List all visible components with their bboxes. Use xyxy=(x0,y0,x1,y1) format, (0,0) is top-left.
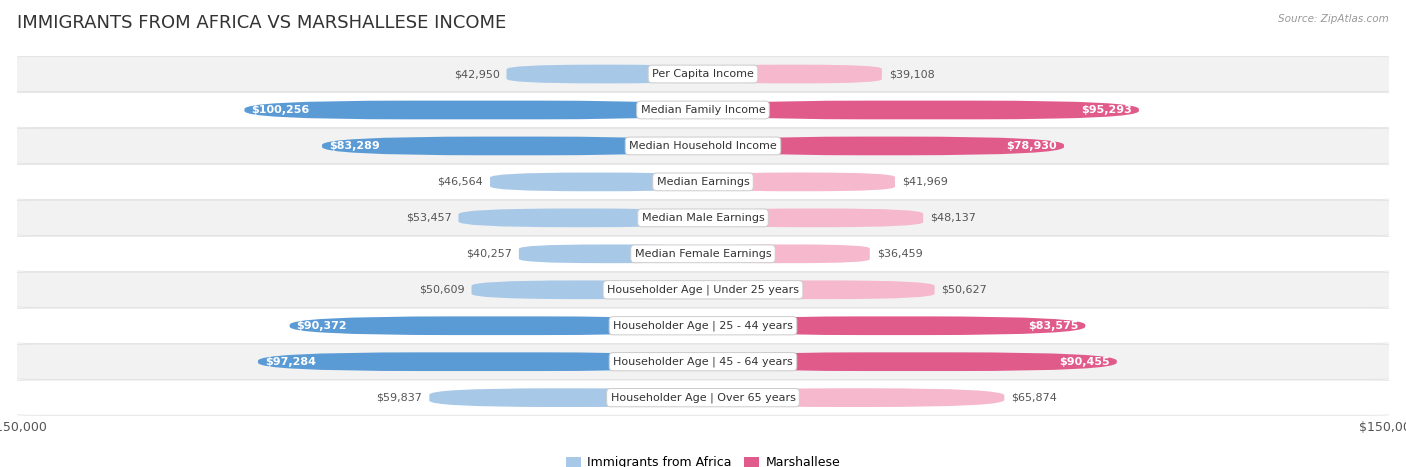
FancyBboxPatch shape xyxy=(491,172,703,191)
Text: $83,289: $83,289 xyxy=(329,141,380,151)
FancyBboxPatch shape xyxy=(519,244,703,263)
FancyBboxPatch shape xyxy=(10,380,1396,415)
FancyBboxPatch shape xyxy=(471,280,703,299)
Text: $48,137: $48,137 xyxy=(929,213,976,223)
FancyBboxPatch shape xyxy=(259,352,703,371)
Text: $90,455: $90,455 xyxy=(1059,357,1109,367)
Text: Median Male Earnings: Median Male Earnings xyxy=(641,213,765,223)
Text: Source: ZipAtlas.com: Source: ZipAtlas.com xyxy=(1278,14,1389,24)
Text: Median Household Income: Median Household Income xyxy=(628,141,778,151)
Text: Median Earnings: Median Earnings xyxy=(657,177,749,187)
FancyBboxPatch shape xyxy=(429,388,703,407)
Text: $59,837: $59,837 xyxy=(377,393,422,403)
FancyBboxPatch shape xyxy=(10,57,1396,92)
FancyBboxPatch shape xyxy=(322,136,703,156)
Text: IMMIGRANTS FROM AFRICA VS MARSHALLESE INCOME: IMMIGRANTS FROM AFRICA VS MARSHALLESE IN… xyxy=(17,14,506,32)
Text: $42,950: $42,950 xyxy=(454,69,499,79)
FancyBboxPatch shape xyxy=(703,280,935,299)
Text: $65,874: $65,874 xyxy=(1011,393,1057,403)
Text: $36,459: $36,459 xyxy=(876,249,922,259)
FancyBboxPatch shape xyxy=(703,388,1004,407)
Text: $78,930: $78,930 xyxy=(1007,141,1057,151)
FancyBboxPatch shape xyxy=(10,236,1396,271)
Text: Median Family Income: Median Family Income xyxy=(641,105,765,115)
FancyBboxPatch shape xyxy=(703,352,1116,371)
Text: Householder Age | Over 65 years: Householder Age | Over 65 years xyxy=(610,392,796,403)
FancyBboxPatch shape xyxy=(10,92,1396,127)
FancyBboxPatch shape xyxy=(10,128,1396,163)
Text: $83,575: $83,575 xyxy=(1028,321,1078,331)
Text: $100,256: $100,256 xyxy=(252,105,309,115)
FancyBboxPatch shape xyxy=(10,344,1396,379)
Text: $95,293: $95,293 xyxy=(1081,105,1132,115)
FancyBboxPatch shape xyxy=(10,272,1396,307)
FancyBboxPatch shape xyxy=(458,208,703,227)
Text: Median Female Earnings: Median Female Earnings xyxy=(634,249,772,259)
FancyBboxPatch shape xyxy=(703,64,882,84)
Text: $50,627: $50,627 xyxy=(942,285,987,295)
FancyBboxPatch shape xyxy=(703,244,870,263)
FancyBboxPatch shape xyxy=(703,136,1064,156)
FancyBboxPatch shape xyxy=(290,316,703,335)
FancyBboxPatch shape xyxy=(703,172,896,191)
Text: $41,969: $41,969 xyxy=(901,177,948,187)
Text: Per Capita Income: Per Capita Income xyxy=(652,69,754,79)
Text: $97,284: $97,284 xyxy=(264,357,316,367)
FancyBboxPatch shape xyxy=(703,100,1139,120)
FancyBboxPatch shape xyxy=(10,308,1396,343)
Text: $50,609: $50,609 xyxy=(419,285,464,295)
Legend: Immigrants from Africa, Marshallese: Immigrants from Africa, Marshallese xyxy=(561,451,845,467)
Text: Householder Age | 45 - 64 years: Householder Age | 45 - 64 years xyxy=(613,356,793,367)
Text: Householder Age | Under 25 years: Householder Age | Under 25 years xyxy=(607,284,799,295)
FancyBboxPatch shape xyxy=(703,316,1085,335)
Text: $53,457: $53,457 xyxy=(406,213,451,223)
Text: $39,108: $39,108 xyxy=(889,69,935,79)
FancyBboxPatch shape xyxy=(10,200,1396,235)
Text: $40,257: $40,257 xyxy=(467,249,512,259)
FancyBboxPatch shape xyxy=(703,208,924,227)
Text: $46,564: $46,564 xyxy=(437,177,484,187)
Text: $90,372: $90,372 xyxy=(297,321,347,331)
Text: Householder Age | 25 - 44 years: Householder Age | 25 - 44 years xyxy=(613,320,793,331)
FancyBboxPatch shape xyxy=(245,100,703,120)
FancyBboxPatch shape xyxy=(10,164,1396,199)
FancyBboxPatch shape xyxy=(506,64,703,84)
